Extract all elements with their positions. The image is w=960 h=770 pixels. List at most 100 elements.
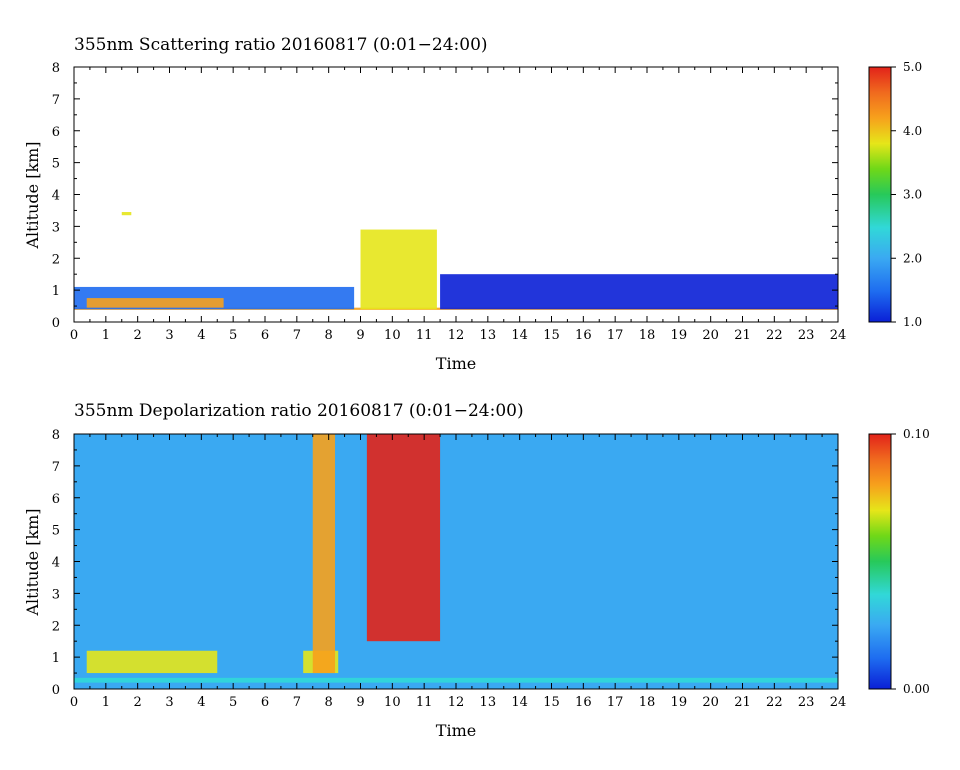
x-tick-label: 10 [384,695,401,710]
heatmap-region [74,677,838,683]
x-tick-label: 22 [766,695,783,710]
heatmap-region [440,274,838,310]
colorbar-ticks: 1.0 2.0 3.0 4.0 5.0 [891,60,922,329]
y-axis: 0 1 2 3 4 5 6 7 8 [52,61,838,331]
x-tick-label: 17 [607,328,624,343]
x-tick-label: 23 [798,695,815,710]
x-tick-label: 19 [671,328,688,343]
x-tick-label: 24 [830,695,847,710]
x-tick-label: 13 [480,328,497,343]
y-tick-label: 6 [52,492,60,507]
x-tick-label: 7 [293,328,301,343]
x-tick-label: 15 [543,695,560,710]
heatmap-region [121,212,132,216]
y-tick-label: 2 [52,252,60,267]
x-tick-label: 21 [734,328,751,343]
heatmap-region [366,434,441,642]
x-axis-label: Time [436,354,476,373]
colorbar [868,433,892,690]
x-tick-label: 21 [734,695,751,710]
x-tick-label: 8 [325,328,333,343]
heatmap-region [312,434,336,674]
x-tick-label: 4 [197,328,205,343]
x-tick-label: 23 [798,328,815,343]
scattering-ratio-panel: 355nm Scattering ratio 20160817 (0:01−24… [23,35,922,373]
depolarization-ratio-panel: 355nm Depolarization ratio 20160817 (0:0… [23,401,930,740]
y-tick-label: 6 [52,125,60,140]
x-tick-label: 1 [102,695,110,710]
x-tick-label: 20 [702,695,719,710]
y-axis: 0 1 2 3 4 5 6 7 8 [52,428,838,698]
x-tick-label: 16 [575,695,592,710]
x-tick-label: 15 [543,328,560,343]
y-tick-label: 1 [52,651,60,666]
colorbar-tick-label: 1.0 [903,315,922,329]
x-tick-label: 3 [165,328,173,343]
y-tick-label: 5 [52,524,60,539]
colorbar [868,66,892,323]
heatmap-region [74,434,838,689]
y-axis-label: Altitude [km] [23,508,42,616]
chart-title: 355nm Scattering ratio 20160817 (0:01−24… [74,35,488,55]
x-tick-label: 4 [197,695,205,710]
x-tick-label: 9 [356,695,364,710]
heatmap-cells [74,212,838,310]
heatmap-region [86,298,224,308]
x-tick-label: 12 [448,328,465,343]
x-tick-label: 5 [229,328,237,343]
x-tick-label: 2 [134,695,142,710]
x-tick-label: 0 [70,695,78,710]
y-tick-label: 3 [52,587,60,602]
x-tick-label: 5 [229,695,237,710]
x-tick-label: 11 [416,328,433,343]
y-tick-label: 0 [52,316,60,331]
y-tick-label: 0 [52,683,60,698]
colorbar-tick-label: 0.10 [903,427,930,441]
colorbar-tick-label: 5.0 [903,60,922,74]
x-axis: 0 1 2 3 4 5 6 7 8 9 10 11 12 13 14 15 16 17 18 19 20 21 22 23 24 [70,434,846,710]
x-tick-label: 6 [261,695,269,710]
x-tick-label: 12 [448,695,465,710]
y-tick-label: 3 [52,220,60,235]
y-tick-label: 4 [52,556,60,571]
x-axis: 0 1 2 3 4 5 6 7 8 9 10 11 12 13 14 15 16 17 18 19 20 21 22 23 24 [70,67,846,343]
y-tick-label: 2 [52,619,60,634]
x-tick-label: 7 [293,695,301,710]
x-tick-label: 14 [511,695,528,710]
x-tick-label: 11 [416,695,433,710]
y-tick-label: 7 [52,93,60,108]
x-tick-label: 13 [480,695,497,710]
x-tick-label: 18 [639,695,656,710]
x-tick-label: 18 [639,328,656,343]
x-tick-label: 14 [511,328,528,343]
colorbar-tick-label: 2.0 [903,251,922,265]
x-tick-label: 20 [702,328,719,343]
heatmap-cells [74,434,838,689]
x-tick-label: 6 [261,328,269,343]
colorbar-tick-label: 4.0 [903,124,922,138]
x-tick-label: 1 [102,328,110,343]
colorbar-tick-label: 3.0 [903,188,922,202]
x-tick-label: 2 [134,328,142,343]
x-tick-label: 8 [325,695,333,710]
heatmap-region [86,650,218,674]
y-tick-label: 7 [52,460,60,475]
y-tick-label: 8 [52,61,60,76]
chart-title: 355nm Depolarization ratio 20160817 (0:0… [74,401,524,421]
y-tick-label: 5 [52,157,60,172]
x-tick-label: 17 [607,695,624,710]
colorbar-ticks: 0.00 0.10 [891,427,930,696]
x-tick-label: 0 [70,328,78,343]
heatmap-region [360,229,437,310]
x-tick-label: 3 [165,695,173,710]
x-axis-label: Time [436,721,476,740]
colorbar-tick-label: 0.00 [903,682,930,696]
y-tick-label: 8 [52,428,60,443]
y-tick-label: 4 [52,189,60,204]
y-tick-label: 1 [52,284,60,299]
y-axis-label: Altitude [km] [23,141,42,249]
x-tick-label: 22 [766,328,783,343]
x-tick-label: 19 [671,695,688,710]
x-tick-label: 16 [575,328,592,343]
